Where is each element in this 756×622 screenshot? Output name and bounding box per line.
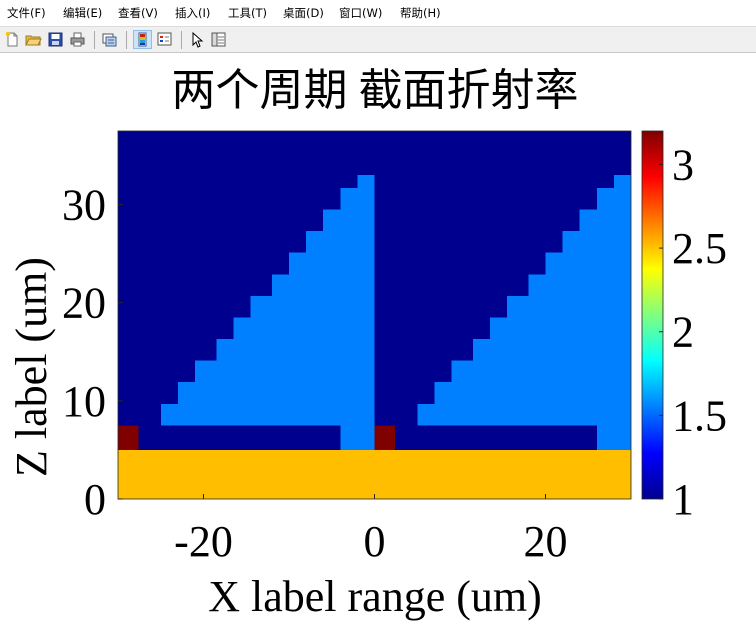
menu-help[interactable]: 帮助(H) [400,6,441,20]
figure-canvas: 两个周期 截面折射率 -20 0 20 0 10 20 30 X label range … [0,53,756,622]
grating-step-cell [177,382,375,404]
y-axis-label: Z label (um) [7,257,56,477]
y-tick-label: 0 [84,475,106,524]
grating-step-cell [340,187,375,210]
chart-title: 两个周期 截面折射率 [172,66,579,115]
print-preview-icon[interactable] [100,30,119,49]
grating-step-cell [160,403,375,426]
menu-edit[interactable]: 编辑(E) [63,6,103,20]
grating-step-cell [528,274,631,296]
toolbar [0,26,756,53]
colorbar-icon[interactable] [133,30,152,49]
menu-file[interactable]: 文件(F) [7,6,46,20]
heatmap-figure: 两个周期 截面折射率 -20 0 20 0 10 20 30 X label range … [7,66,727,621]
grating-step-cell [596,187,631,210]
grating-step-cell [434,382,631,404]
colorbar-tick-label: 2 [672,308,694,357]
y-tick-label: 30 [62,181,106,230]
menu-insert[interactable]: 插入(I) [175,6,211,20]
grating-step-cell [323,209,375,232]
region-cell [118,449,631,499]
x-tick-label: -20 [174,517,233,566]
y-axis: 0 10 20 30 [62,181,123,524]
colorbar-gradient [641,130,664,500]
grating-step-cell [233,317,375,340]
print-icon[interactable] [68,30,87,49]
grating-step-cell [417,403,631,426]
x-axis-label: X label range (um) [208,572,542,621]
open-folder-icon[interactable] [24,30,43,49]
grating-step-cell [507,295,631,318]
colorbar: 1 1.5 2 2.5 3 [641,130,727,524]
x-tick-label: 0 [364,517,386,566]
pointer-icon[interactable] [187,30,206,49]
region-cell [374,425,396,450]
colorbar-tick-label: 2.5 [672,224,727,273]
colorbar-tick-label: 1.5 [672,391,727,440]
menu-tools[interactable]: 工具(T) [228,6,267,20]
grating-step-cell [489,317,631,340]
grating-step-cell [545,252,631,275]
y-tick-label: 10 [62,377,106,426]
plot-area [117,130,632,500]
colorbar-tick-label: 3 [672,140,694,189]
grating-step-cell [472,339,631,361]
new-file-icon[interactable] [3,30,22,49]
grating-step-cell [613,175,631,188]
colorbar-tick-label: 1 [672,475,694,524]
property-editor-icon[interactable] [209,30,228,49]
grating-step-cell [451,360,631,383]
region-cell [340,425,375,450]
region-cell [596,425,631,450]
y-tick-label: 20 [62,279,106,328]
menu-window[interactable]: 窗口(W) [339,6,383,20]
menu-bar: 文件(F) 编辑(E) 查看(V) 插入(I) 工具(T) 桌面(D) 窗口(W… [0,0,756,26]
legend-icon[interactable] [155,30,174,49]
menu-view[interactable]: 查看(V) [118,6,158,20]
x-axis: -20 0 20 [174,494,568,566]
grating-step-cell [194,360,375,383]
grating-step-cell [289,252,375,275]
x-tick-label: 20 [524,517,568,566]
save-icon[interactable] [46,30,65,49]
region-cell [118,425,139,450]
grating-step-cell [562,231,631,253]
grating-step-cell [357,175,375,188]
grating-step-cell [250,295,375,318]
grating-step-cell [306,231,375,253]
menu-desktop[interactable]: 桌面(D) [283,6,324,20]
grating-step-cell [216,339,375,361]
grating-step-cell [271,274,375,296]
grating-step-cell [579,209,631,232]
